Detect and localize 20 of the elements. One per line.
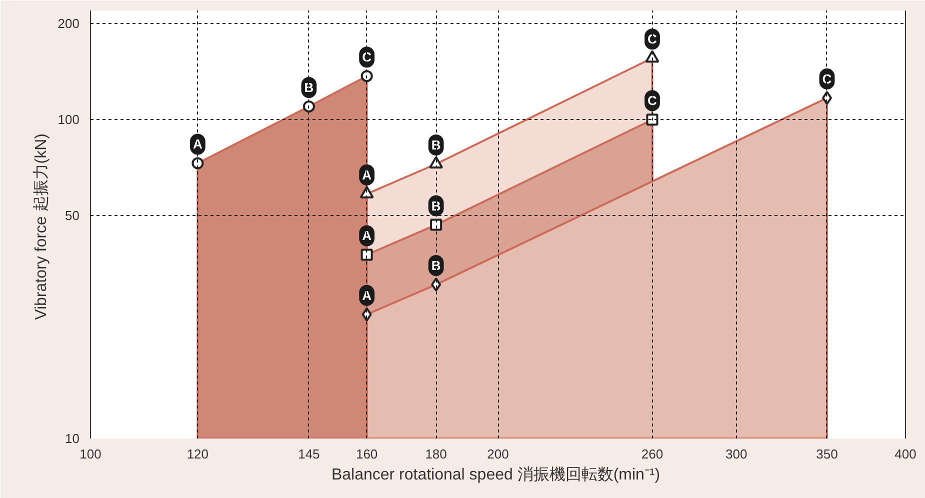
x-tick-label: 350 bbox=[816, 446, 838, 462]
y-tick-label: 100 bbox=[58, 112, 80, 128]
x-tick-label: 160 bbox=[356, 446, 378, 462]
x-tick-label: 400 bbox=[894, 446, 916, 462]
y-tick-label: 50 bbox=[65, 208, 80, 224]
x-tick-label: 260 bbox=[641, 446, 664, 462]
x-tick-label: 200 bbox=[487, 446, 509, 462]
annotation: B bbox=[304, 80, 314, 95]
x-tick-label: 145 bbox=[298, 446, 320, 462]
x-axis-title: Balancer rotational speed 消振機回転数(min⁻¹) bbox=[331, 466, 660, 484]
annotation: A bbox=[192, 136, 203, 152]
y-tick-label: 10 bbox=[65, 431, 80, 446]
x-tick-label: 300 bbox=[726, 446, 748, 462]
annotation: A bbox=[362, 167, 372, 182]
x-tick-label: 100 bbox=[80, 446, 102, 462]
x-tick-label: 120 bbox=[186, 446, 209, 462]
y-axis-title: Vibratory force 起振力(kN) bbox=[32, 134, 50, 320]
y-tick-label: 200 bbox=[58, 16, 80, 32]
x-tick-label: 180 bbox=[425, 446, 447, 462]
annotation: C bbox=[648, 93, 658, 108]
